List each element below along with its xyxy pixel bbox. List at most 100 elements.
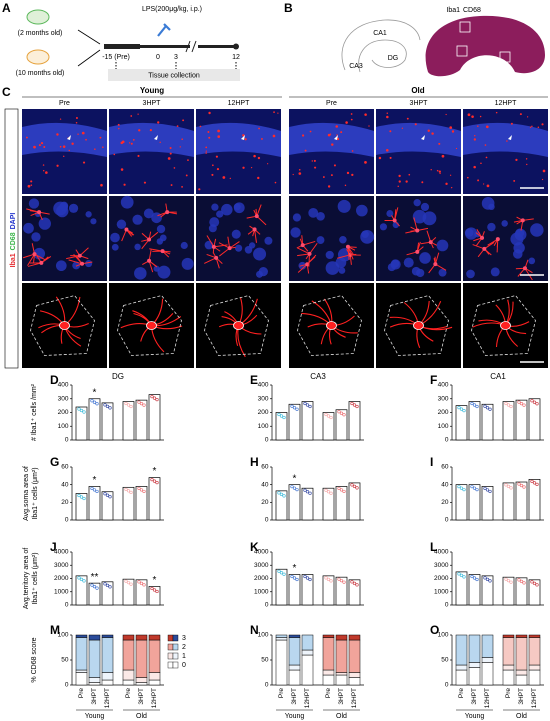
nucleus [290, 227, 301, 238]
microglia-dot [205, 152, 207, 154]
y-tick-label: 50 [441, 657, 449, 664]
bar-segment [75, 669, 88, 673]
bar-segment [88, 677, 101, 683]
data-point-marker [77, 407, 81, 411]
bar [348, 482, 361, 521]
nucleus [59, 202, 69, 212]
bar-segment [515, 637, 528, 671]
column-label: 12HPT [228, 100, 251, 107]
panel-letter: J [50, 540, 57, 554]
nucleus [419, 252, 431, 264]
microglia-dot [449, 174, 452, 176]
x-tick-label: 3HPT [91, 688, 98, 705]
data-point-marker [326, 577, 331, 581]
y-tick-label: 2000 [254, 575, 269, 582]
stain-name: CD68 [10, 232, 17, 250]
microglia-dot [81, 131, 85, 135]
data-point-marker [305, 490, 310, 494]
microglia-dot [519, 113, 522, 116]
microglia-soma [300, 243, 305, 248]
microglia-dot [364, 113, 367, 116]
data-point-marker [329, 491, 333, 495]
bar-segment [288, 637, 301, 666]
arrowhead [154, 135, 158, 140]
microglia-dot [541, 178, 544, 181]
bar [88, 486, 101, 521]
bar [101, 402, 114, 441]
panel-letter: C [2, 85, 11, 99]
group-label: Young [465, 713, 485, 720]
data-point-marker [337, 486, 341, 491]
nucleus [231, 229, 241, 239]
data-point-marker [324, 576, 328, 580]
x-tick-label: 12HPT [351, 688, 358, 708]
data-point-marker [305, 403, 310, 407]
microglia-soma [522, 266, 527, 271]
microglia-process [389, 300, 453, 349]
microglia-process [428, 252, 447, 274]
nucleus [28, 198, 40, 209]
microglia-dot [537, 126, 540, 129]
bar [335, 576, 348, 606]
microglia-dot [385, 148, 389, 152]
bar-segment [135, 677, 148, 683]
microglia-soma [480, 235, 485, 240]
y-tick-label: 2000 [54, 575, 69, 582]
bar-segment [348, 677, 361, 686]
bar-segment [348, 639, 361, 673]
arrowhead [241, 135, 245, 140]
cell-layer [22, 122, 107, 157]
data-point-marker [459, 486, 464, 490]
data-point-marker [457, 406, 461, 410]
microglia-process [22, 243, 47, 266]
territory-outline [384, 295, 449, 356]
microglia-soma [415, 228, 420, 233]
microglia-dot [466, 176, 469, 179]
y-tick-label: 1000 [434, 588, 449, 595]
bar-segment [528, 637, 541, 666]
y-tick-label: 300 [258, 395, 269, 402]
data-point-marker [352, 581, 357, 585]
data-point-marker [103, 403, 107, 407]
data-point-marker [532, 400, 537, 404]
microglia-soma [392, 218, 397, 223]
bar-segment [275, 637, 288, 641]
y-tick-label: 0 [65, 682, 69, 689]
data-point-marker [475, 404, 479, 409]
nucleus [379, 223, 388, 231]
nucleus [338, 267, 346, 274]
data-point-marker [150, 586, 154, 591]
microglia-dot [258, 127, 260, 130]
panel-letter: L [430, 540, 437, 554]
bar [288, 574, 301, 606]
microglia-dot [368, 125, 370, 127]
microglia-dot [479, 115, 482, 118]
data-point-marker [470, 574, 474, 579]
nucleus [221, 203, 233, 216]
data-point-marker [305, 576, 310, 580]
microglia-dot [340, 131, 343, 134]
y-tick-label: 40 [261, 481, 269, 488]
nucleus [233, 203, 241, 211]
data-point-marker [155, 398, 159, 402]
microglia-dot [187, 159, 189, 161]
x-tick-label: Pre [505, 688, 512, 699]
data-point-marker [352, 403, 357, 407]
y-tick-label: 40 [61, 481, 69, 488]
bar-segment [335, 674, 348, 686]
bar-segment [322, 669, 335, 676]
microglia-dot [56, 133, 59, 136]
data-point-marker [485, 406, 490, 410]
y-tick-label: 4000 [254, 549, 269, 556]
microglia-dot [526, 163, 528, 166]
arrowhead [67, 135, 71, 140]
bar-segment [335, 672, 348, 676]
bar-segment [148, 634, 161, 641]
microglia-dot [143, 181, 147, 184]
nucleus [325, 250, 334, 260]
panel-letter: K [250, 540, 259, 554]
y-axis-label: # Iba1⁺ cells /mm² [31, 383, 38, 441]
bar [275, 412, 288, 441]
microglia-dot [273, 111, 275, 113]
microglia-dot [59, 118, 62, 120]
